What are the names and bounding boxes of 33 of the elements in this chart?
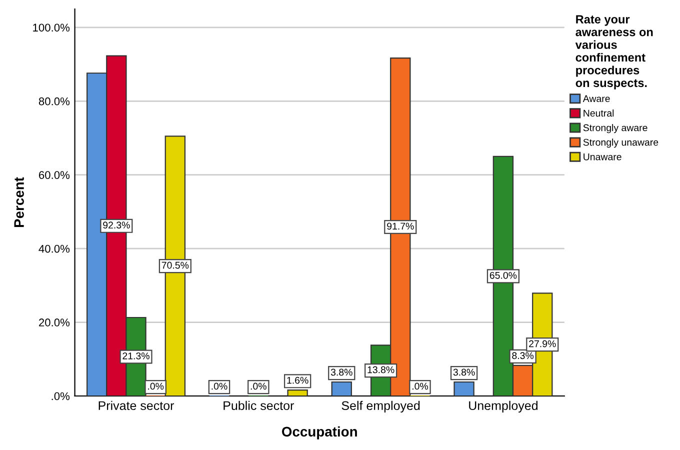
data-label: 8.3%	[512, 352, 534, 360]
data-label: .0%	[412, 382, 428, 390]
x-tick-label: Self employed	[342, 400, 420, 413]
y-tick-label: 100.0%	[33, 24, 70, 32]
y-tick-label: .0%	[52, 392, 70, 400]
data-label: 27.9%	[529, 340, 556, 348]
legend-title: Rate your awareness on various confinement procedures on suspects.	[575, 15, 653, 90]
x-tick-label: Private sector	[98, 400, 174, 410]
y-tick-label: 20.0%	[38, 318, 70, 326]
x-tick-label: Unemployed	[469, 400, 538, 413]
legend-label: Neutral	[584, 109, 614, 117]
data-label: 13.8%	[368, 366, 394, 374]
legend-label: Strongly unaware	[583, 138, 658, 148]
x-tick-label: Public sector	[224, 400, 294, 410]
x-axis-title: Occupation	[282, 426, 357, 440]
data-label: 91.7%	[387, 222, 414, 230]
data-label: .0%	[212, 382, 228, 390]
data-label: 3.8%	[330, 368, 352, 376]
data-label: 92.3%	[103, 222, 130, 229]
legend-label: Unaware	[584, 154, 622, 160]
data-label: .0%	[148, 382, 164, 390]
y-tick-label: 80.0%	[38, 97, 70, 106]
data-label: 70.5%	[162, 262, 189, 269]
data-label: 65.0%	[490, 272, 517, 279]
legend-label: Strongly aware	[583, 124, 648, 134]
data-label: .0%	[250, 382, 266, 390]
legend-label: Aware	[582, 95, 610, 102]
y-axis-title: Percent	[14, 177, 24, 228]
y-tick-label: 40.0%	[38, 244, 70, 253]
data-label: 21.3%	[122, 352, 150, 360]
data-label: 1.6%	[287, 376, 308, 384]
data-label: 3.8%	[453, 368, 475, 376]
y-tick-label: 60.0%	[39, 171, 70, 179]
